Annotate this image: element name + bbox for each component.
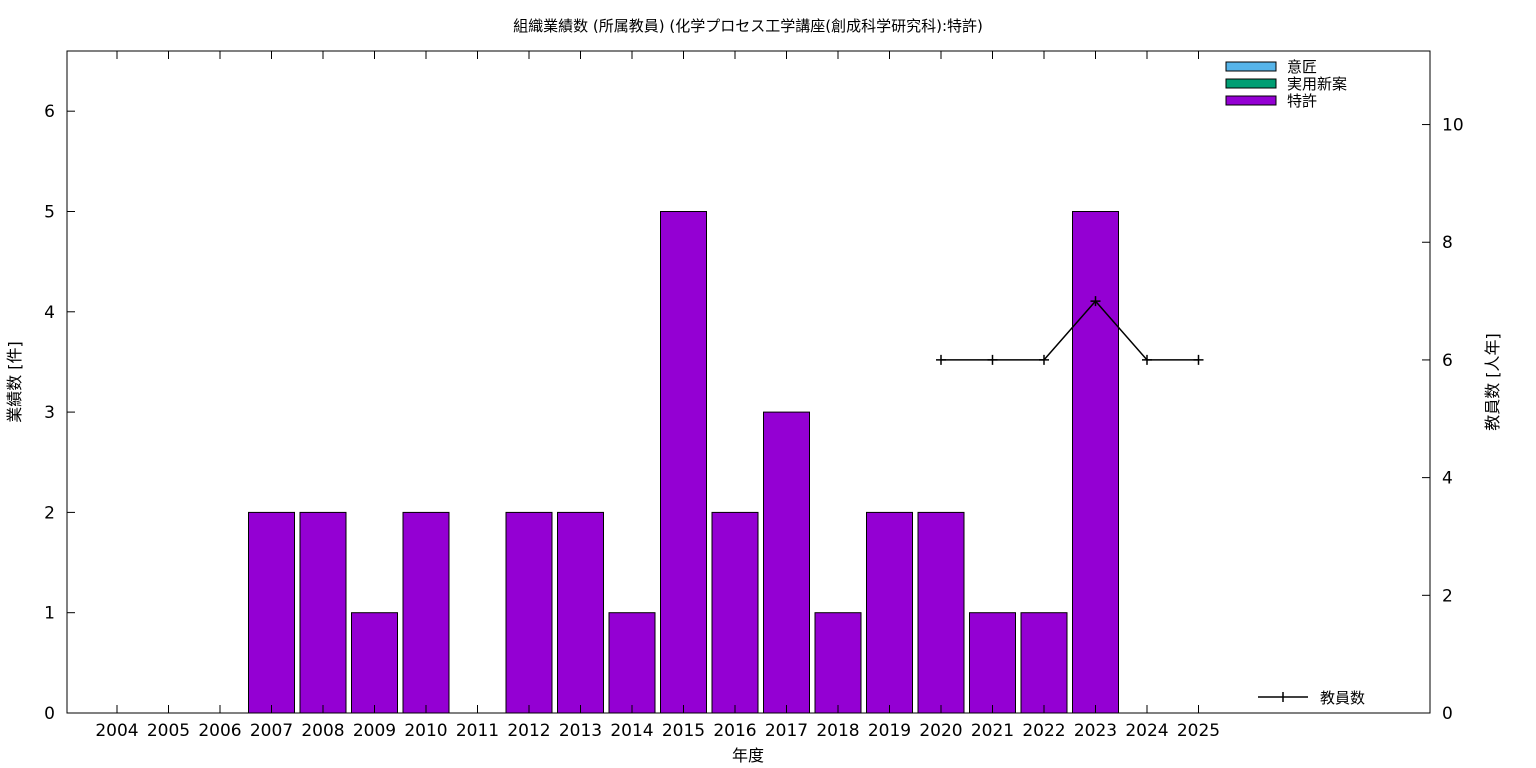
- x-tick-label-2018: 2018: [816, 721, 859, 741]
- x-tick-label-2022: 2022: [1022, 721, 1065, 741]
- x-tick-label-2012: 2012: [507, 721, 550, 741]
- y2-tick-label: 8: [1442, 233, 1453, 253]
- y-tick-label: 6: [44, 102, 55, 122]
- x-tick-label-2021: 2021: [971, 721, 1014, 741]
- line-point-2022: [1039, 354, 1049, 365]
- bar-2012-2: [505, 511, 553, 714]
- x-tick-label-2010: 2010: [404, 721, 447, 741]
- x-tick-label-2024: 2024: [1125, 721, 1168, 741]
- y-tick-label: 0: [44, 704, 55, 724]
- x-tick-label-2008: 2008: [301, 721, 344, 741]
- x-tick-label-2007: 2007: [250, 721, 293, 741]
- y2-tick-label: 6: [1442, 351, 1453, 371]
- bar-2014-2: [608, 612, 656, 714]
- y2-axis-label: 教員数 [人年]: [1483, 333, 1502, 431]
- y-axis-label: 業績数 [件]: [5, 341, 24, 423]
- y2-tick-label: 2: [1442, 586, 1453, 606]
- bar-2010-2: [402, 511, 450, 714]
- line-point-2021: [987, 354, 998, 365]
- bar-2018-2: [814, 612, 862, 714]
- legend-line-label: 教員数: [1320, 689, 1365, 707]
- bar-2021-2: [969, 612, 1016, 714]
- x-tick-label-2011: 2011: [456, 721, 499, 741]
- legend-swatch-2: [1225, 95, 1277, 106]
- axes-group: 0 1 2 3 4 5 6 0 2 4 6 8 10 2004 2005 2006 2007 2008 2009 20…: [44, 51, 1464, 741]
- bar-2016-2: [711, 511, 759, 714]
- bar-2009-2: [351, 612, 398, 714]
- legend-swatch-0: [1225, 61, 1277, 72]
- x-tick-label-2004: 2004: [95, 721, 138, 741]
- x-tick-label-2014: 2014: [610, 721, 653, 741]
- y-tick-label: 4: [44, 303, 55, 323]
- bars-group: [248, 211, 1119, 714]
- line-series-group: [936, 296, 1204, 365]
- x-tick-label-2017: 2017: [765, 721, 808, 741]
- bar-2023-2: [1072, 211, 1119, 714]
- legend-label-0: 意匠: [1287, 58, 1317, 76]
- y-tick-label: 3: [44, 403, 55, 423]
- x-tick-label-2013: 2013: [559, 721, 602, 741]
- line-point-2020: [936, 354, 946, 365]
- bar-2007-2: [248, 511, 295, 714]
- bar-2008-2: [299, 511, 347, 714]
- y2-tick-label: 0: [1442, 704, 1453, 724]
- bar-2022-2: [1020, 612, 1068, 714]
- legend-swatch-1: [1225, 78, 1277, 89]
- x-tick-label-2023: 2023: [1074, 721, 1117, 741]
- x-tick-label-2005: 2005: [147, 721, 190, 741]
- bar-2017-2: [763, 411, 810, 714]
- x-tick-label-2020: 2020: [919, 721, 962, 741]
- line-point-2025: [1193, 354, 1204, 365]
- x-tick-label-2019: 2019: [868, 721, 911, 741]
- bar-2020-2: [917, 511, 965, 714]
- y-tick-label: 1: [44, 604, 55, 624]
- legend-label-2: 特許: [1287, 92, 1317, 110]
- x-axis-label: 年度: [732, 746, 764, 765]
- x-tick-label-2025: 2025: [1177, 721, 1220, 741]
- y2-tick-label: 4: [1442, 469, 1453, 489]
- x-tick-label-2016: 2016: [713, 721, 756, 741]
- y2-tick-label: 10: [1442, 116, 1464, 136]
- x-tick-label-2006: 2006: [198, 721, 241, 741]
- bar-2019-2: [866, 511, 913, 714]
- plot-frame: [66, 50, 1431, 714]
- bar-2015-2: [660, 211, 707, 714]
- y-tick-label: 5: [44, 202, 55, 222]
- chart-title: 組織業績数 (所属教員) (化学プロセス工学講座(創成科学研究科):特許): [513, 17, 983, 35]
- line-point-2023: [1090, 296, 1101, 307]
- x-tick-label-2009: 2009: [353, 721, 396, 741]
- legend-label-1: 実用新案: [1287, 75, 1347, 93]
- y-tick-label: 2: [44, 503, 55, 523]
- line-series-path: [941, 299, 1199, 361]
- bar-2013-2: [557, 511, 604, 714]
- x-tick-label-2015: 2015: [662, 721, 705, 741]
- line-point-2024: [1142, 354, 1152, 365]
